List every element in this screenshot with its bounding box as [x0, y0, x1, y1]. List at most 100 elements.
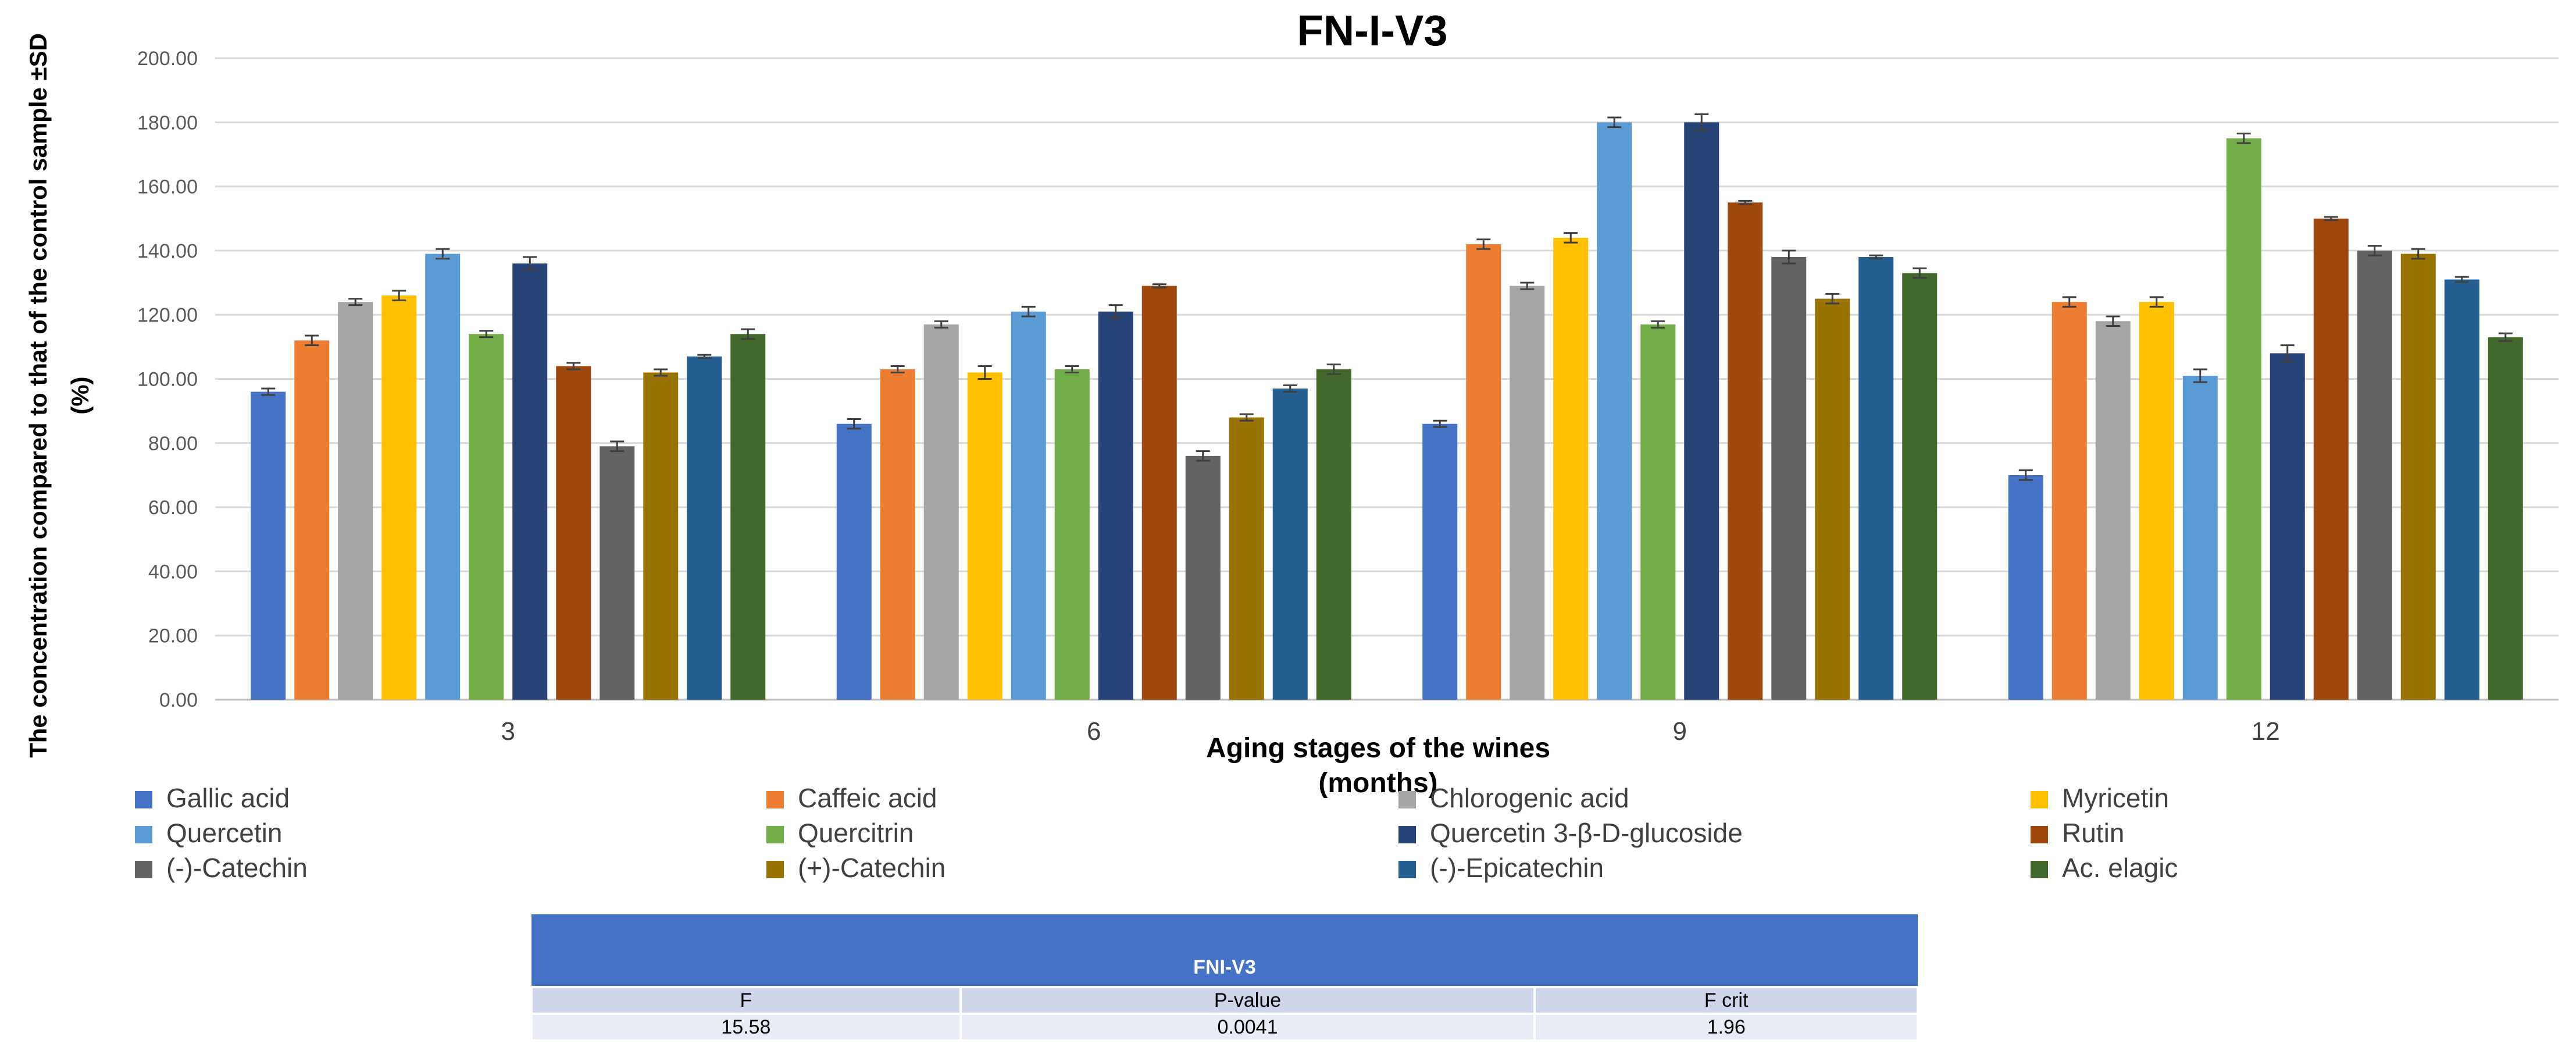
- y-tick-label: 140.00: [137, 240, 198, 262]
- error-bar: [697, 354, 712, 359]
- legend-swatch: [766, 826, 784, 843]
- bar: [1640, 324, 1676, 700]
- y-tick-label: 160.00: [137, 176, 198, 198]
- bar: [2139, 302, 2174, 700]
- bar: [1466, 244, 1501, 700]
- bar: [381, 295, 417, 700]
- x-axis-title: Aging stages of the wines (months): [1206, 733, 1550, 799]
- legend-item: Gallic acid: [135, 783, 290, 813]
- y-tick-label: 80.00: [148, 433, 198, 455]
- legend-swatch: [766, 861, 784, 878]
- legend-label: Quercetin 3-β-D-glucoside: [1430, 818, 1743, 848]
- bar: [967, 372, 1002, 700]
- legend-item: Rutin: [2031, 818, 2124, 848]
- legend-swatch: [135, 791, 152, 808]
- legend-item: Quercetin 3-β-D-glucoside: [1398, 818, 1743, 848]
- bar: [730, 334, 766, 700]
- x-tick-label: 12: [2252, 717, 2280, 746]
- bars: [251, 122, 2523, 700]
- x-tick-label: 9: [1673, 717, 1687, 746]
- legend-item: Quercitrin: [766, 818, 914, 848]
- error-bar: [2236, 133, 2251, 144]
- bar: [294, 340, 330, 700]
- legend-swatch: [2031, 861, 2048, 878]
- legend-label: (-)-Catechin: [166, 853, 308, 883]
- bar: [251, 391, 286, 700]
- bar: [2182, 375, 2218, 700]
- legend: Gallic acid Caffeic acid Chlorogenic acid M…: [135, 783, 2178, 883]
- bar: [1141, 286, 1177, 700]
- legend-label: Gallic acid: [166, 783, 290, 813]
- legend-label: Rutin: [2062, 818, 2124, 848]
- legend-swatch: [1398, 826, 1416, 843]
- error-bar: [2106, 315, 2120, 327]
- legend-label: (-)-Epicatechin: [1430, 853, 1604, 883]
- bar: [1510, 286, 1545, 700]
- error-bar: [1564, 232, 1578, 244]
- stats-value-f-crit: 1.96: [1533, 1013, 1919, 1039]
- error-bar: [1913, 267, 1927, 279]
- error-bar: [2193, 368, 2207, 383]
- legend-label: Chlorogenic acid: [1430, 783, 1629, 813]
- error-bar: [1108, 304, 1123, 319]
- stats-header-p-value: P-value: [959, 986, 1536, 1014]
- y-tick-label: 200.00: [137, 48, 198, 70]
- legend-label: Caffeic acid: [798, 783, 937, 813]
- error-bar: [1326, 364, 1341, 375]
- error-bar: [2498, 332, 2513, 342]
- legend-swatch: [766, 791, 784, 808]
- y-axis-title: The concentration compared to that of th…: [24, 33, 94, 758]
- bar: [923, 324, 959, 700]
- bar: [1185, 455, 1221, 700]
- bar: [1272, 389, 1308, 700]
- y-axis-title-line-1: The concentration compared to that of th…: [24, 33, 52, 758]
- stats-header-f-crit: F crit: [1533, 986, 1919, 1014]
- error-bar: [2018, 469, 2033, 481]
- error-bar: [1433, 419, 1447, 428]
- bar: [2226, 138, 2261, 700]
- error-bar: [2367, 245, 2382, 256]
- bar: [1098, 311, 1133, 700]
- bar: [2313, 218, 2349, 700]
- legend-item: Myricetin: [2031, 783, 2169, 813]
- bar: [1011, 311, 1046, 700]
- bar: [1054, 369, 1090, 700]
- bar: [1771, 256, 1807, 700]
- error-bar: [1825, 293, 1840, 305]
- bar: [425, 254, 461, 700]
- stats-header-f: F: [530, 986, 962, 1014]
- error-bar: [610, 440, 625, 453]
- bar: [1597, 122, 1632, 700]
- error-bar: [654, 368, 668, 377]
- legend-label: Quercetin: [166, 818, 282, 848]
- error-bar: [2280, 344, 2295, 362]
- y-tick-labels: 0.00 20.00 40.00 60.00 80.00 100.00 120.00 140.…: [137, 48, 198, 711]
- error-bar: [977, 365, 992, 380]
- error-bar: [523, 256, 537, 271]
- x-axis-title-line-2: (months): [1318, 768, 1437, 799]
- error-bar: [2411, 248, 2425, 260]
- error-bar: [436, 248, 450, 260]
- legend-label: Quercitrin: [798, 818, 914, 848]
- legend-swatch: [135, 861, 152, 878]
- stats-value-p-value: 0.0041: [959, 1013, 1536, 1039]
- error-bar: [305, 334, 319, 347]
- error-bar: [741, 328, 755, 340]
- bar: [1422, 423, 1458, 700]
- y-axis-title-line-2: (%): [66, 376, 94, 414]
- chart-title: FN-I-V3: [1297, 6, 1448, 55]
- stats-table-title: FNI-V3: [531, 914, 1918, 987]
- bar: [1316, 369, 1351, 700]
- y-tick-label: 120.00: [137, 304, 198, 326]
- bar: [556, 366, 591, 700]
- error-bar: [1520, 282, 1535, 290]
- bar: [2051, 302, 2087, 700]
- bar: [1684, 122, 1719, 700]
- legend-item: Chlorogenic acid: [1398, 783, 1629, 813]
- bar: [687, 356, 722, 700]
- error-bar: [261, 387, 276, 396]
- error-bar: [2324, 216, 2338, 222]
- legend-swatch: [1398, 791, 1416, 808]
- bar: [2357, 250, 2392, 700]
- stats-value-f: 15.58: [530, 1013, 962, 1039]
